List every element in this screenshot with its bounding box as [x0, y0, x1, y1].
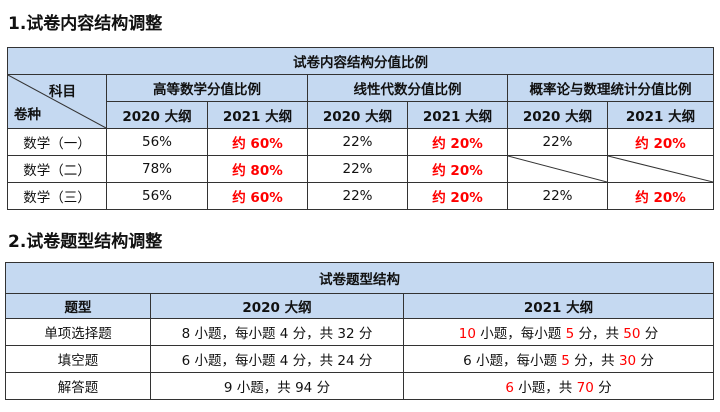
year-header: 2020 大纲: [106, 101, 208, 129]
text-segment: 分，共: [574, 326, 624, 342]
value-cell: 约 60%: [207, 128, 308, 156]
value-2020: 9 小题，共 94 分: [150, 372, 404, 400]
section1-title: 1.试卷内容结构调整: [8, 14, 163, 34]
text-segment: 6 小题，每小题: [463, 353, 562, 369]
value-cell: 22%: [307, 128, 408, 156]
value-2021: 6 小题，共 70 分: [402, 372, 715, 400]
year-header: 2020 大纲: [307, 101, 408, 129]
value-2021: 6 小题，每小题 5 分，共 30 分: [402, 345, 715, 373]
highlighted-number: 6: [505, 380, 515, 396]
highlighted-number: 10: [458, 326, 476, 342]
column-header: 题型: [5, 293, 151, 319]
value-cell: 78%: [106, 155, 208, 183]
paper-name: 数学（一）: [7, 128, 107, 156]
value-cell: 约 20%: [606, 128, 715, 156]
highlighted-number: 50: [623, 326, 641, 342]
table-row: 数学（二） 78% 约 80% 22% 约 20%: [7, 155, 715, 183]
table-row: 单项选择题 8 小题，每小题 4 分，共 32 分 10 小题，每小题 5 分，共 …: [5, 318, 715, 346]
question-type-table: 试卷题型结构 题型 2020 大纲 2021 大纲 单项选择题 8 小题，每小题 …: [4, 262, 715, 400]
text-segment: 分: [636, 353, 654, 369]
column-header: 2020 大纲: [150, 293, 404, 319]
highlighted-number: 5: [565, 326, 575, 342]
empty-cell: [606, 155, 715, 183]
text-segment: 分，共: [569, 353, 619, 369]
value-2021: 10 小题，每小题 5 分，共 50 分: [402, 318, 715, 346]
highlighted-number: 70: [576, 380, 594, 396]
column-header: 2021 大纲: [402, 293, 715, 319]
subject-header: 线性代数分值比例: [307, 74, 508, 102]
table-row: 数学（三） 56% 约 60% 22% 约 20% 22% 约 20%: [7, 182, 715, 210]
value-cell: 56%: [106, 128, 208, 156]
question-type: 单项选择题: [5, 318, 151, 346]
year-header: 2021 大纲: [207, 101, 308, 129]
year-header: 2020 大纲: [507, 101, 608, 129]
text-segment: 分: [593, 380, 612, 396]
value-cell: 约 20%: [407, 182, 508, 210]
year-header: 2021 大纲: [407, 101, 508, 129]
section2-title: 2.试卷题型结构调整: [8, 232, 163, 252]
table-title: 试卷题型结构: [4, 262, 715, 294]
subject-header: 概率论与数理统计分值比例: [506, 74, 715, 102]
value-cell: 22%: [507, 128, 608, 156]
empty-cell: [507, 155, 608, 183]
value-cell: 22%: [307, 155, 408, 183]
value-cell: 56%: [106, 182, 208, 210]
table-title: 试卷内容结构分值比例: [6, 47, 715, 75]
value-2020: 6 小题，每小题 4 分，共 24 分: [150, 345, 404, 373]
paper-name: 数学（二）: [7, 155, 107, 183]
value-cell: 约 20%: [606, 182, 715, 210]
text-segment: 分: [640, 326, 659, 342]
text-segment: 小题，每小题: [475, 326, 566, 342]
value-cell: 约 60%: [207, 182, 308, 210]
paper-name: 数学（三）: [7, 182, 107, 210]
value-cell: 22%: [307, 182, 408, 210]
corner-header-cell: 科目 卷种: [7, 74, 107, 129]
table-row: 数学（一） 56% 约 60% 22% 约 20% 22% 约 20%: [7, 128, 715, 156]
question-type: 填空题: [5, 345, 151, 373]
corner-paper-label: 卷种: [14, 107, 41, 123]
year-header: 2021 大纲: [606, 101, 715, 129]
highlighted-number: 30: [618, 353, 637, 369]
value-cell: 约 20%: [407, 128, 508, 156]
text-segment: 小题，共: [514, 380, 577, 396]
content-structure-table: 试卷内容结构分值比例 科目 卷种 高等数学分值比例 线性代数分值比例 概率论与数…: [6, 47, 715, 210]
corner-subject-label: 科目: [49, 84, 76, 100]
value-cell: 约 80%: [207, 155, 308, 183]
value-cell: 约 20%: [407, 155, 508, 183]
value-2020: 8 小题，每小题 4 分，共 32 分: [150, 318, 404, 346]
value-cell: 22%: [507, 182, 608, 210]
subject-header: 高等数学分值比例: [106, 74, 308, 102]
highlighted-number: 5: [561, 353, 570, 369]
question-type: 解答题: [5, 372, 151, 400]
